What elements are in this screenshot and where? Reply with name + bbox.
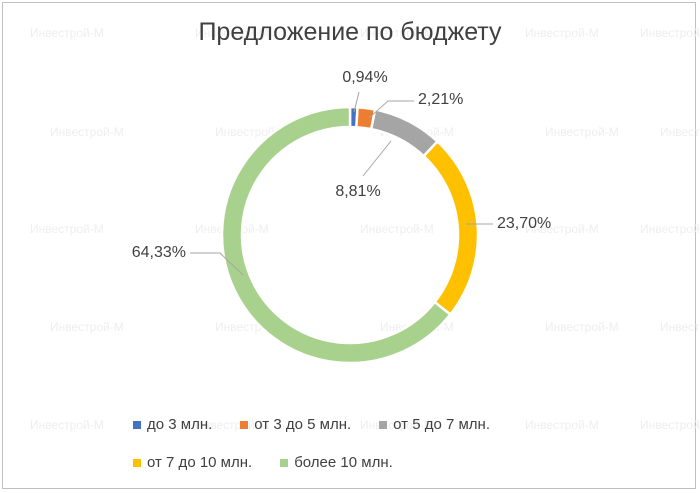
legend-row-1: до 3 млн. от 3 до 5 млн. от 5 до 7 млн. (133, 416, 518, 433)
watermark: Инвестрой-М (525, 418, 599, 432)
legend-swatch (379, 420, 388, 429)
watermark: Инвестрой-М (30, 26, 104, 40)
watermark: Инвестрой-М (640, 418, 700, 432)
data-label: 23,70% (497, 215, 551, 232)
legend-item: до 3 млн. (133, 416, 212, 433)
leader-line (362, 140, 392, 177)
watermark: Инвестрой-М (360, 222, 434, 236)
data-label: 8,81% (335, 183, 380, 200)
chart-title: Предложение по бюджету (198, 18, 502, 46)
watermark: Инвестрой-М (545, 320, 619, 334)
watermark: Инвестрой-М (525, 222, 599, 236)
legend-label: более 10 млн. (294, 454, 393, 471)
watermark: Инвестрой-М (50, 320, 124, 334)
leader-line (190, 252, 244, 276)
leader-line (368, 100, 414, 119)
watermark: Инвестрой-М (360, 26, 434, 40)
watermark: Инвестрой-М (660, 320, 700, 334)
legend-row-2: от 7 до 10 млн. более 10 млн. (133, 454, 421, 471)
legend-label: от 3 до 5 млн. (254, 416, 352, 433)
watermark: Инвестрой-М (50, 125, 124, 139)
watermark: Инвестрой-М (660, 125, 700, 139)
donut-slice (369, 108, 440, 158)
watermark: Инвестрой-М (545, 125, 619, 139)
watermark: Инвестрой-М (30, 222, 104, 236)
legend-item: от 3 до 5 млн. (240, 416, 351, 433)
legend-swatch (133, 420, 141, 429)
watermark: Инвестрой-М (360, 418, 434, 432)
donut-slice (220, 105, 453, 365)
legend-label: от 7 до 10 млн. (147, 454, 253, 471)
legend-swatch (133, 458, 141, 467)
watermark: Инвестрой-М (640, 222, 700, 236)
legend-label: от 5 до 7 млн. (393, 416, 491, 433)
legend-item: от 5 до 7 млн. (379, 416, 490, 433)
data-label: 2,21% (418, 91, 463, 108)
watermark: Инвестрой-М (195, 26, 269, 40)
watermark: Инвестрой-М (195, 418, 269, 432)
donut-slice (421, 139, 480, 317)
watermark: Инвестрой-М (30, 418, 104, 432)
legend-label: до 3 млн. (147, 416, 213, 433)
legend-swatch (280, 458, 289, 467)
chart-frame (2, 2, 696, 489)
data-label: 64,33% (132, 244, 186, 261)
data-label: 0,94% (342, 69, 387, 86)
legend-swatch (240, 420, 249, 429)
legend-item: от 7 до 10 млн. (133, 454, 252, 471)
legend-item: более 10 млн. (280, 454, 393, 471)
watermark: Инвестрой-М (640, 26, 700, 40)
watermark: Инвестрой-М (525, 26, 599, 40)
leader-line (353, 91, 360, 113)
